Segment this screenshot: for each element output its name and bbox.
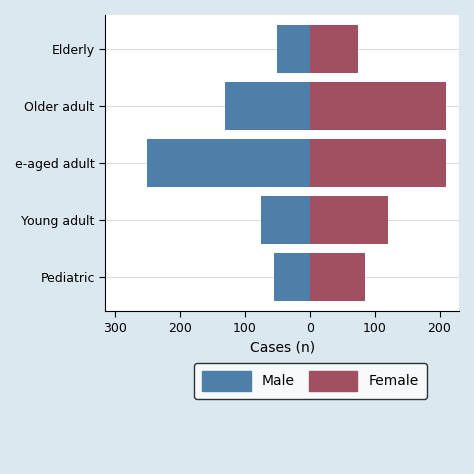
Bar: [310, 196, 388, 244]
Bar: [310, 25, 358, 73]
Bar: [310, 139, 446, 187]
Bar: [261, 196, 310, 244]
Bar: [225, 82, 310, 130]
Legend: Male, Female: Male, Female: [194, 363, 427, 399]
Bar: [310, 82, 446, 130]
X-axis label: Cases (n): Cases (n): [249, 340, 315, 354]
Bar: [147, 139, 310, 187]
Bar: [277, 25, 310, 73]
Bar: [274, 253, 310, 301]
Bar: [310, 253, 365, 301]
